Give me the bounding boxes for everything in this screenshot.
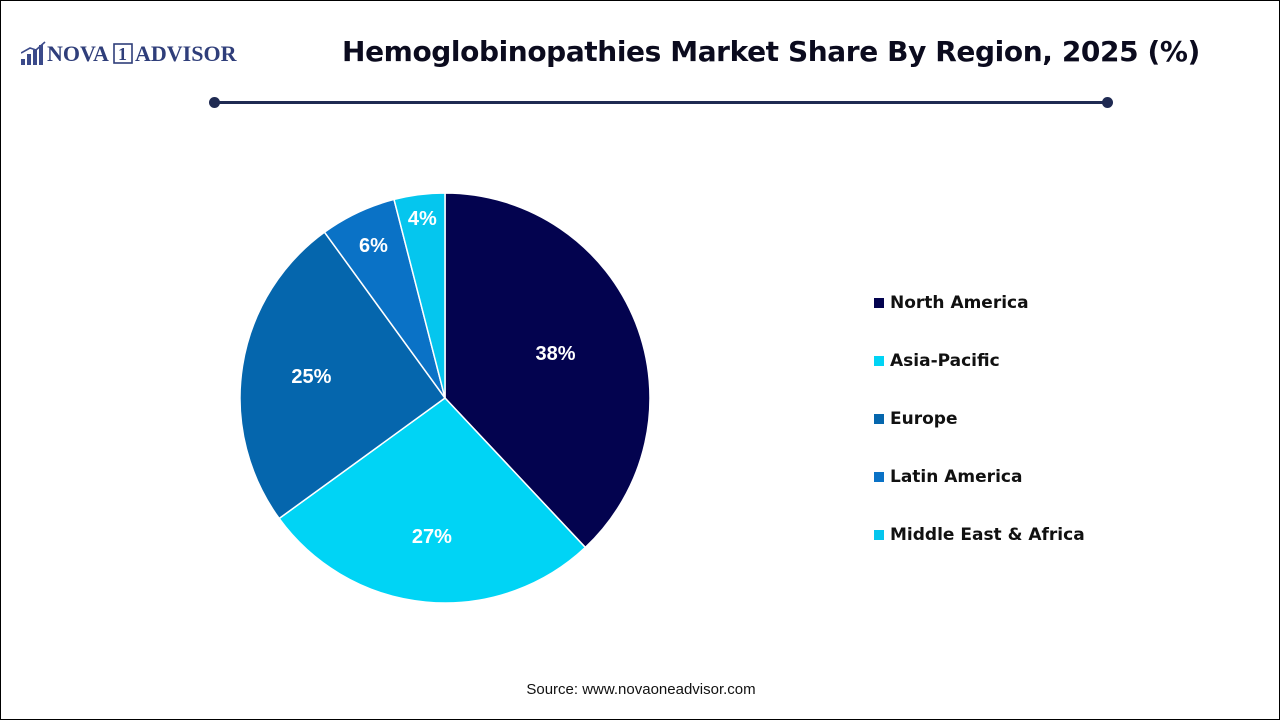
source-note: Source: www.novaoneadvisor.com — [526, 681, 756, 698]
legend-label: Asia-Pacific — [890, 350, 1000, 371]
title-divider — [214, 101, 1107, 104]
bar-chart-icon — [21, 45, 43, 65]
svg-text:NOVA: NOVA — [47, 41, 109, 66]
divider-dot-right — [1102, 97, 1113, 108]
legend-swatch — [874, 297, 884, 308]
legend-swatch — [874, 355, 884, 366]
divider-dot-left — [209, 97, 220, 108]
pie-slice — [239, 231, 447, 520]
legend-label: North America — [890, 292, 1029, 313]
svg-text:1: 1 — [118, 44, 127, 64]
pie-slice — [393, 192, 446, 399]
legend-label: Europe — [890, 408, 958, 429]
legend-item: North America — [874, 288, 1085, 317]
slice-data-label: 38% — [536, 343, 576, 365]
legend-label: Latin America — [890, 466, 1023, 487]
legend-swatch — [874, 471, 884, 482]
pie-slice — [278, 397, 587, 604]
nova-one-advisor-logo: NOVA 1 ADVISOR — [21, 39, 273, 69]
legend-swatch — [874, 413, 884, 424]
slice-data-label: 4% — [408, 208, 437, 230]
legend-label: Middle East & Africa — [890, 524, 1085, 545]
pie-slice — [444, 192, 651, 549]
legend: North America Asia-Pacific Europe Latin … — [874, 288, 1085, 578]
legend-item: Latin America — [874, 462, 1085, 491]
chart-title: Hemoglobinopathies Market Share By Regio… — [342, 35, 1200, 68]
legend-item: Europe — [874, 404, 1085, 433]
slice-data-label: 25% — [291, 366, 331, 388]
legend-item: Asia-Pacific — [874, 346, 1085, 375]
logo-graphic: NOVA 1 ADVISOR — [21, 41, 238, 66]
legend-item: Middle East & Africa — [874, 520, 1085, 549]
slice-data-label: 27% — [412, 526, 452, 548]
slice-data-label: 6% — [359, 235, 388, 257]
svg-text:ADVISOR: ADVISOR — [135, 41, 238, 66]
legend-swatch — [874, 529, 884, 540]
